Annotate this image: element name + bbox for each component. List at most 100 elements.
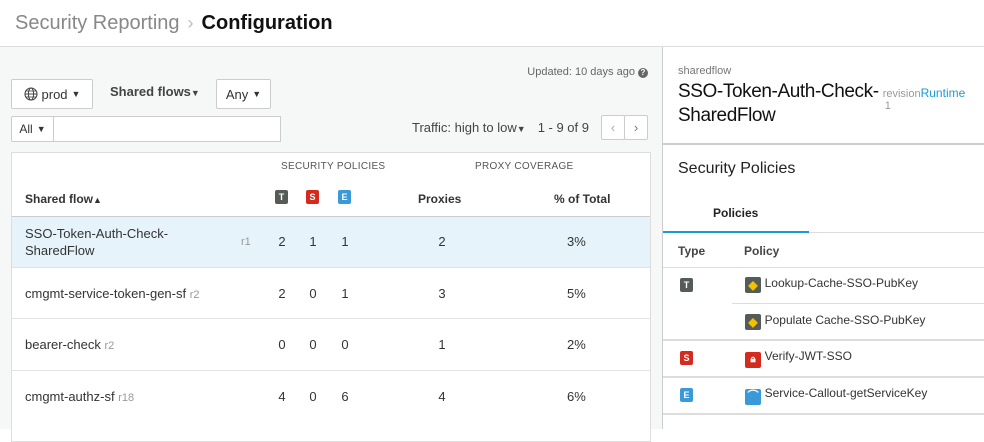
column-header-policy: Policy — [744, 244, 780, 258]
row-s: 1 — [309, 234, 317, 249]
updated-status: Updated: 10 days ago ? — [527, 66, 648, 78]
traffic-badge: T — [680, 278, 693, 292]
revision-info: revisionRuntime 1 — [883, 80, 966, 112]
divider — [809, 232, 984, 233]
page-title: Configuration — [201, 11, 333, 34]
table-row[interactable]: cmgmt-authz-sf r18 4 0 6 4 6% — [12, 370, 650, 421]
row-t: 2 — [278, 234, 286, 249]
policy-name: Service-Callout-getServiceKey — [764, 386, 928, 400]
next-page-button[interactable]: › — [624, 115, 648, 140]
divider — [663, 143, 984, 145]
group-header-security: SECURITY POLICIES — [281, 161, 386, 172]
row-name: bearer-check r2 — [25, 337, 265, 352]
detail-title-line2: SharedFlow — [678, 105, 776, 126]
caret-down-icon: ▼ — [516, 124, 526, 134]
environment-dropdown[interactable]: prod ▼ — [11, 79, 93, 109]
cache-icon: ◆ — [745, 314, 761, 330]
divider — [663, 413, 984, 415]
prev-page-button[interactable]: ‹ — [601, 115, 625, 140]
row-t: 4 — [278, 389, 286, 404]
policy-item[interactable]: ◆ Populate Cache-SSO-PubKey — [745, 312, 925, 330]
column-name-label: Shared flow — [25, 192, 94, 206]
list-panel: Updated: 10 days ago ? prod ▼ Shared flow… — [0, 47, 662, 442]
globe-icon — [23, 87, 38, 101]
row-pct: 2% — [567, 337, 586, 352]
policy-item[interactable]: ◆ Lookup-Cache-SSO-PubKey — [745, 275, 918, 293]
row-proxies: 1 — [438, 337, 446, 352]
detail-panel: sharedflow SSO-Token-Auth-Check- SharedFl… — [662, 47, 984, 429]
caret-down-icon: ▼ — [190, 88, 200, 98]
breadcrumb-security-reporting[interactable]: Security Reporting — [15, 11, 180, 34]
row-name: cmgmt-service-token-gen-sf r2 — [25, 286, 265, 301]
divider — [663, 339, 984, 341]
policy-name: Lookup-Cache-SSO-PubKey — [764, 276, 919, 290]
breadcrumb-separator: › — [187, 12, 194, 33]
table-row[interactable]: bearer-check r2 0 0 0 1 2% — [12, 318, 650, 369]
row-name-text: cmgmt-service-token-gen-sf — [25, 286, 187, 301]
table-row[interactable]: SSO-Token-Auth-Check-SharedFlow r1 2 1 1… — [12, 216, 650, 267]
security-badge: S — [306, 190, 319, 204]
search-input[interactable] — [53, 116, 281, 142]
caret-down-icon: ▼ — [71, 89, 81, 99]
traffic-badge: T — [275, 190, 288, 204]
security-badge: S — [680, 351, 693, 365]
row-e: 6 — [341, 389, 349, 404]
policy-name: Verify-JWT-SSO — [764, 349, 852, 363]
row-revision: r1 — [241, 236, 251, 248]
search-scope-value: All — [19, 122, 33, 136]
row-pct: 3% — [567, 234, 586, 249]
revision-value: 1 — [884, 100, 891, 112]
tab-policies[interactable]: Policies — [713, 206, 759, 220]
row-name-text: cmgmt-authz-sf — [25, 389, 115, 404]
row-revision: r18 — [118, 392, 135, 404]
sort-dropdown[interactable]: Traffic: high to low▼ — [412, 120, 526, 135]
cache-icon: ◆ — [745, 277, 761, 293]
detail-title-line1: SSO-Token-Auth-Check- — [678, 81, 879, 102]
header: Security Reporting › Configuration — [0, 0, 984, 47]
column-header-shared-flow[interactable]: Shared flow▲ — [25, 192, 102, 206]
detail-title: SSO-Token-Auth-Check- SharedFlow — [678, 80, 879, 128]
filter-value: Any — [225, 86, 249, 102]
sort-value: Traffic: high to low — [411, 120, 517, 135]
row-name: cmgmt-authz-sf r18 — [25, 389, 265, 404]
policy-name: Populate Cache-SSO-PubKey — [764, 313, 926, 327]
policy-item[interactable]: ⌒ Service-Callout-getServiceKey — [745, 385, 927, 405]
pagination-text: 1 - 9 of 9 — [537, 120, 589, 135]
caret-down-icon: ▼ — [252, 89, 262, 99]
revision-label: revision — [882, 88, 921, 100]
callout-icon: ⌒ — [745, 389, 761, 405]
row-pct: 6% — [567, 389, 586, 404]
tab-underline — [663, 231, 809, 233]
row-name: SSO-Token-Auth-Check-SharedFlow — [25, 226, 169, 258]
help-icon[interactable]: ? — [638, 68, 648, 78]
column-header-proxies: Proxies — [418, 192, 462, 206]
row-proxies: 4 — [438, 389, 446, 404]
column-header-type: Type — [678, 244, 706, 258]
extension-badge: E — [338, 190, 351, 204]
policy-item[interactable]: 🔒︎ Verify-JWT-SSO — [745, 348, 852, 368]
detail-kind: sharedflow — [678, 65, 732, 77]
row-t: 0 — [278, 337, 286, 352]
row-proxies: 2 — [438, 234, 446, 249]
row-e: 1 — [341, 286, 349, 301]
group-header-coverage: PROXY COVERAGE — [475, 161, 574, 172]
list-controls: Traffic: high to low▼ 1 - 9 of 9 ‹ › — [412, 115, 648, 140]
row-pct: 5% — [567, 286, 586, 301]
environment-value: prod — [41, 86, 68, 102]
caret-down-icon: ▼ — [36, 124, 46, 134]
row-e: 0 — [341, 337, 349, 352]
search-scope-dropdown[interactable]: All ▼ — [11, 116, 54, 142]
row-s: 0 — [309, 286, 317, 301]
updated-text: Updated: 10 days ago — [527, 66, 635, 78]
type-dropdown[interactable]: Shared flows▼ — [110, 84, 200, 99]
row-e: 1 — [341, 234, 349, 249]
extension-badge: E — [680, 388, 693, 402]
table-row[interactable]: cmgmt-service-token-gen-sf r2 2 0 1 3 5% — [12, 267, 650, 318]
filter-dropdown[interactable]: Any ▼ — [216, 79, 271, 109]
row-revision: r2 — [104, 340, 115, 352]
divider — [663, 376, 984, 378]
type-value: Shared flows — [110, 84, 191, 99]
row-proxies: 3 — [438, 286, 446, 301]
row-t: 2 — [278, 286, 286, 301]
runtime-link[interactable]: Runtime — [920, 86, 966, 100]
